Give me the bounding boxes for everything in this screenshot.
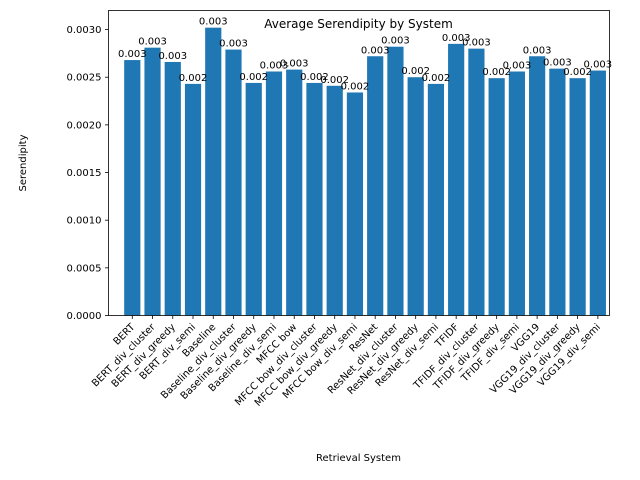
bar-12 bbox=[367, 56, 384, 316]
y-tick-label: 0.0005 bbox=[67, 263, 102, 274]
bar-value-label: 0.002 bbox=[341, 81, 370, 92]
bar-value-label: 0.002 bbox=[179, 73, 208, 84]
bar-value-label: 0.002 bbox=[320, 75, 349, 86]
bar-value-label: 0.003 bbox=[280, 59, 309, 70]
bar-value-label: 0.003 bbox=[361, 45, 390, 56]
bar-value-label: 0.003 bbox=[523, 45, 552, 56]
y-axis: 0.0000 0.0005 0.0010 0.0015 0.0020 0.0025 0.00… bbox=[67, 25, 109, 322]
bar-value-label: 0.003 bbox=[118, 49, 147, 60]
bar-value-label: 0.002 bbox=[563, 67, 592, 78]
bar-value-label: 0.002 bbox=[401, 66, 430, 77]
bar-22 bbox=[569, 78, 586, 316]
bar-value-label: 0.003 bbox=[138, 37, 167, 48]
bar-4 bbox=[205, 27, 222, 316]
bar-21 bbox=[549, 68, 566, 316]
bar-3 bbox=[184, 83, 202, 316]
y-tick-label: 0.0010 bbox=[67, 216, 102, 227]
y-tick-label: 0.0020 bbox=[67, 120, 102, 131]
bar-6 bbox=[245, 82, 262, 316]
y-tick-label: 0.0015 bbox=[67, 168, 102, 179]
bar-0 bbox=[124, 60, 141, 316]
bar-value-label: 0.003 bbox=[158, 51, 187, 62]
y-axis-label: Serendipity bbox=[18, 134, 29, 191]
bar-value-label: 0.002 bbox=[300, 72, 329, 83]
bar-20 bbox=[529, 56, 546, 316]
bar-value-label: 0.003 bbox=[462, 38, 491, 49]
bar-value-label: 0.003 bbox=[260, 61, 289, 72]
x-axis-label: Retrieval System bbox=[316, 453, 401, 464]
bar-15 bbox=[427, 83, 445, 316]
bar-value-label: 0.003 bbox=[584, 60, 613, 71]
bar-value-label: 0.003 bbox=[543, 58, 572, 69]
bar-value-label: 0.002 bbox=[422, 73, 451, 84]
data-labels-group: 0.0030.0030.0030.0020.0030.0030.0020.003… bbox=[118, 17, 612, 93]
bars-group bbox=[124, 27, 606, 316]
bar-2 bbox=[164, 61, 181, 316]
bar-9 bbox=[306, 82, 323, 316]
bar-5 bbox=[225, 49, 242, 316]
y-tick-label: 0.0025 bbox=[67, 73, 102, 84]
bar-1 bbox=[144, 47, 161, 316]
bar-16 bbox=[448, 43, 465, 316]
bar-23 bbox=[589, 70, 606, 316]
bar-11 bbox=[346, 92, 364, 316]
y-tick-label: 0.0030 bbox=[67, 25, 102, 36]
chart-title: Average Serendipity by System bbox=[264, 17, 453, 31]
bar-value-label: 0.002 bbox=[482, 67, 511, 78]
bar-value-label: 0.003 bbox=[199, 17, 228, 28]
plot-frame bbox=[108, 10, 610, 316]
bar-14 bbox=[407, 77, 424, 316]
bar-value-label: 0.003 bbox=[503, 61, 532, 72]
bar-value-label: 0.003 bbox=[442, 33, 471, 44]
y-tick-label: 0.0000 bbox=[67, 311, 102, 322]
bar-8 bbox=[286, 69, 303, 316]
bar-17 bbox=[468, 48, 485, 316]
bar-18 bbox=[488, 78, 505, 316]
bar-value-label: 0.002 bbox=[239, 72, 268, 83]
bar-7 bbox=[265, 71, 283, 316]
bar-13 bbox=[387, 46, 404, 316]
bar-value-label: 0.003 bbox=[381, 36, 410, 47]
bar-value-label: 0.003 bbox=[219, 39, 248, 50]
bar-10 bbox=[326, 85, 343, 316]
bar-19 bbox=[508, 71, 525, 316]
